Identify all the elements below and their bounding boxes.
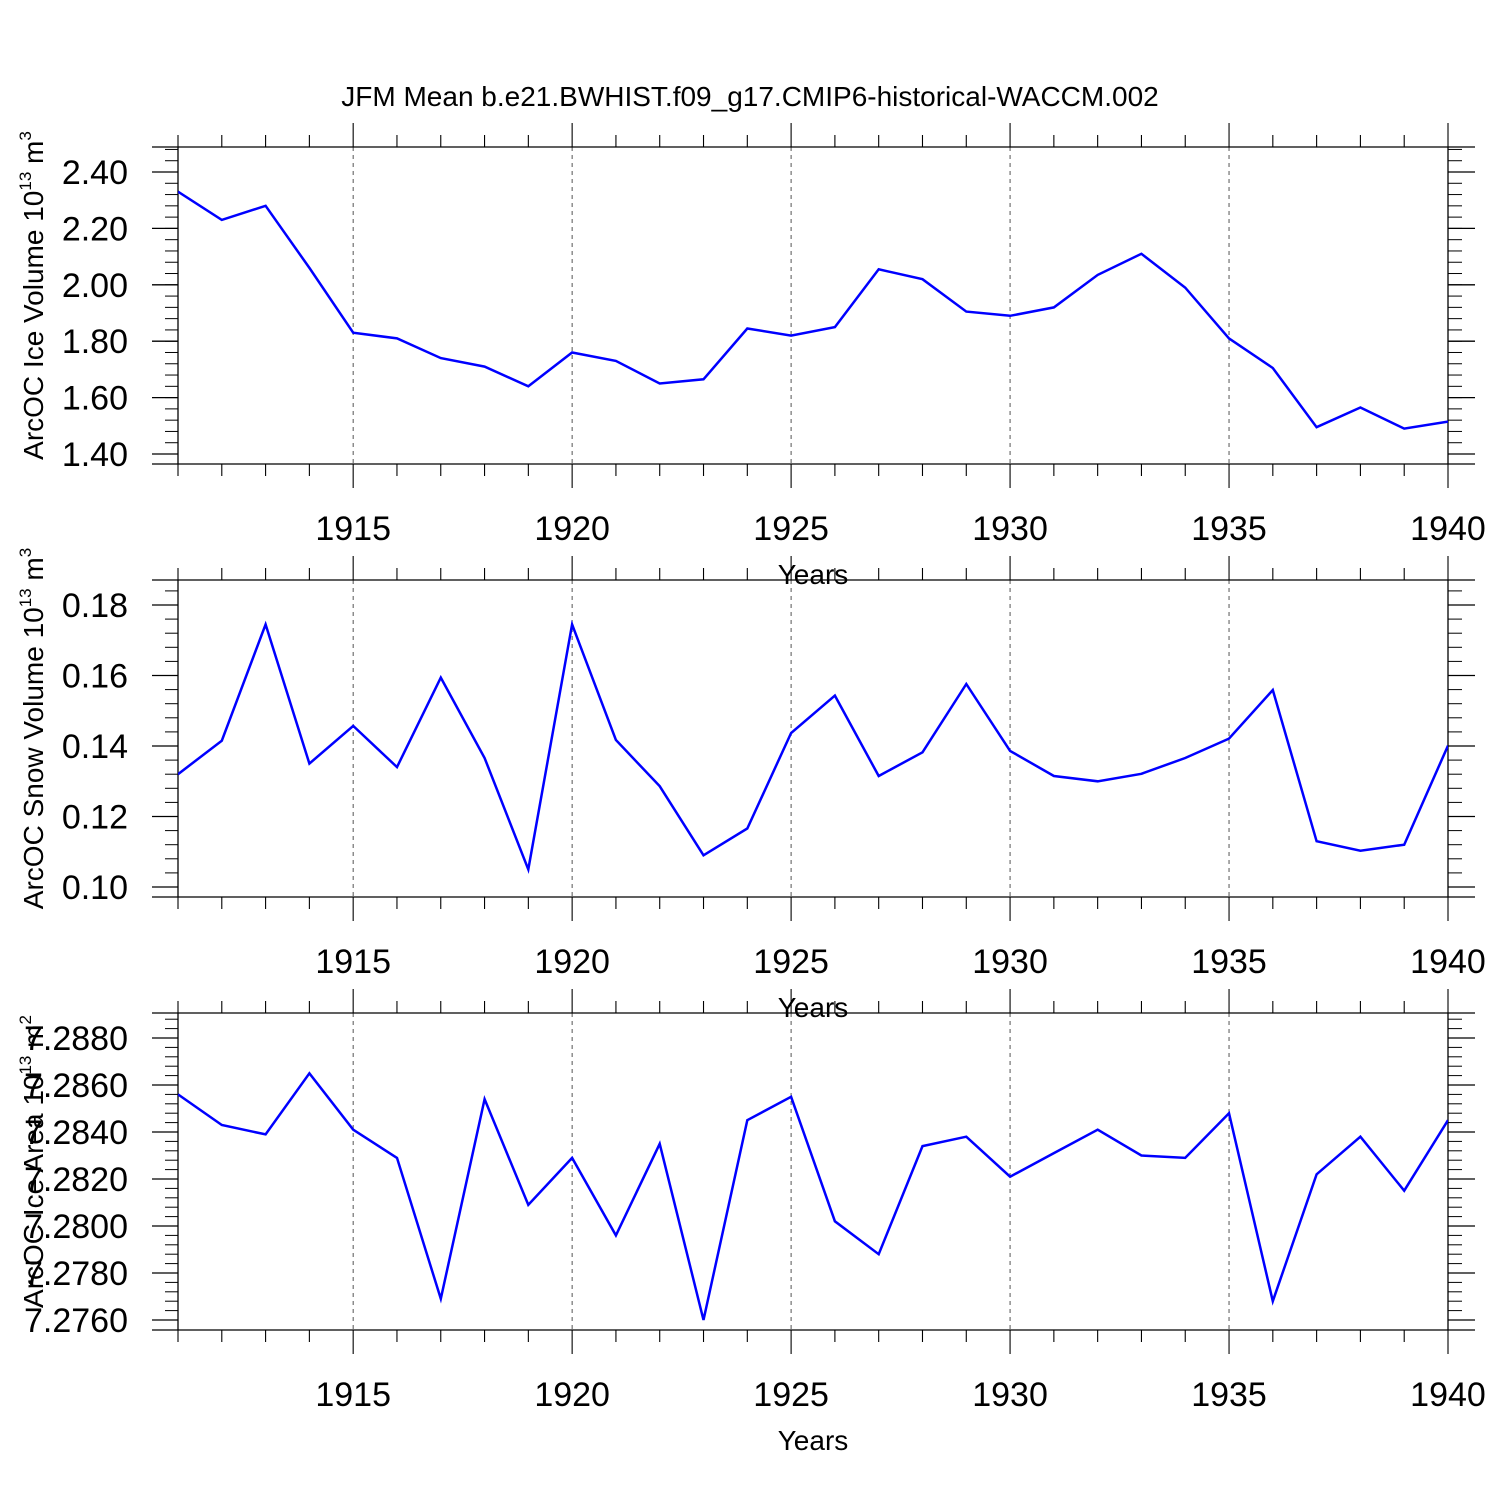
x-tick-label: 1915 — [315, 510, 391, 548]
x-tick-label: 1925 — [753, 510, 829, 548]
y-tick-label: 7.2840 — [24, 1114, 128, 1152]
x-tick-label: 1940 — [1410, 943, 1486, 981]
x-tick-label: 1930 — [972, 1376, 1048, 1414]
y-tick-label: 7.2820 — [24, 1161, 128, 1199]
x-tick-label: 1920 — [534, 510, 610, 548]
y-tick-label: 7.2800 — [24, 1208, 128, 1246]
y-axis-title: ArcOC Ice Area 1013 m2 — [16, 1015, 49, 1308]
series-line — [178, 619, 1448, 874]
y-tick-label: 0.10 — [62, 869, 128, 907]
series-line — [178, 190, 1448, 430]
panel-2: 0.10 0.12 0.14 0.16 0.18 1915 1920 1925 1930 1935… — [16, 548, 1486, 1023]
y-tick-label: 0.16 — [62, 658, 128, 696]
figure-title: JFM Mean b.e21.BWHIST.f09_g17.CMIP6-hist… — [341, 81, 1158, 112]
series-line — [178, 1071, 1448, 1321]
x-tick-label: 1940 — [1410, 1376, 1486, 1414]
y-axis-title: ArcOC Ice Volume 1013 m3 — [16, 131, 49, 460]
y-tick-label: 7.2780 — [24, 1255, 128, 1293]
x-tick-label: 1925 — [753, 943, 829, 981]
y-tick-label: 7.2880 — [24, 1020, 128, 1058]
panel-3: 7.2760 7.2780 7.2800 7.2820 7.2840 7.2860 7.28… — [16, 989, 1486, 1456]
x-axis-title: Years — [778, 992, 849, 1023]
y-tick-label: 1.60 — [62, 380, 128, 418]
x-tick-label: 1920 — [534, 943, 610, 981]
panels: 1.40 1.60 1.80 2.00 2.20 2.40 1915 1920 1925 1930… — [16, 123, 1486, 1456]
x-tick-label: 1915 — [315, 1376, 391, 1414]
x-tick-label: 1940 — [1410, 510, 1486, 548]
y-tick-label: 7.2760 — [24, 1302, 128, 1340]
y-tick-label: 2.40 — [62, 154, 128, 192]
y-tick-label: 1.40 — [62, 436, 128, 474]
y-axis-title: ArcOC Snow Volume 1013 m3 — [16, 548, 49, 909]
y-tick-label: 0.12 — [62, 799, 128, 837]
x-tick-label: 1935 — [1191, 943, 1267, 981]
y-tick-label: 1.80 — [62, 323, 128, 361]
x-tick-label: 1935 — [1191, 1376, 1267, 1414]
panel-1: 1.40 1.60 1.80 2.00 2.20 2.40 1915 1920 1925 1930… — [16, 123, 1486, 590]
y-tick-label: 7.2860 — [24, 1067, 128, 1105]
x-tick-label: 1920 — [534, 1376, 610, 1414]
y-tick-label: 0.14 — [62, 728, 128, 766]
x-tick-label: 1915 — [315, 943, 391, 981]
x-axis-title: Years — [778, 559, 849, 590]
y-tick-label: 2.20 — [62, 210, 128, 248]
y-tick-label: 0.18 — [62, 587, 128, 625]
y-tick-label: 2.00 — [62, 267, 128, 305]
x-tick-label: 1925 — [753, 1376, 829, 1414]
x-tick-label: 1930 — [972, 943, 1048, 981]
x-tick-label: 1930 — [972, 510, 1048, 548]
x-axis-title: Years — [778, 1425, 849, 1456]
x-tick-label: 1935 — [1191, 510, 1267, 548]
